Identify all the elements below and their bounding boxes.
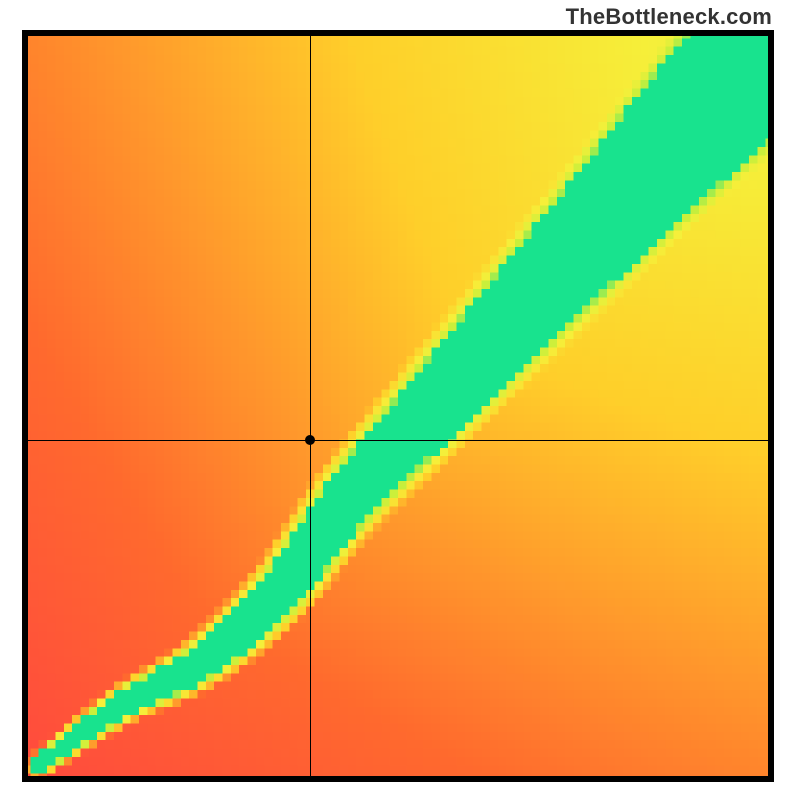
watermark-text: TheBottleneck.com xyxy=(566,4,772,30)
heatmap-canvas xyxy=(22,30,774,782)
chart-container: TheBottleneck.com xyxy=(0,0,800,800)
plot-frame xyxy=(22,30,774,782)
